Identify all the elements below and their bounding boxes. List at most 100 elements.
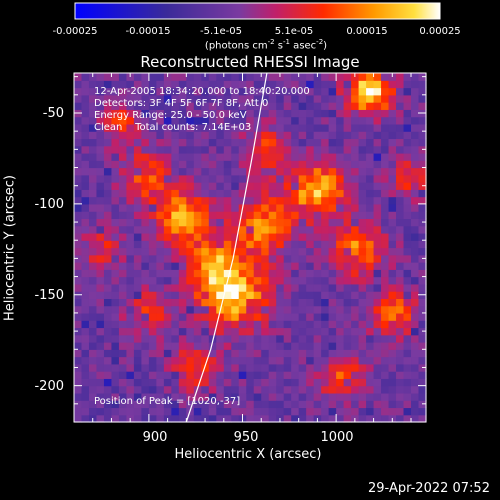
heatmap-cell: [366, 218, 375, 227]
heatmap-cell: [223, 123, 232, 132]
heatmap-cell: [133, 363, 142, 372]
heatmap-cell: [276, 342, 285, 350]
heatmap-cell: [276, 94, 285, 103]
heatmap-cell: [418, 378, 427, 387]
heatmap-cell: [96, 123, 105, 132]
heatmap-cell: [283, 334, 292, 343]
heatmap-cell: [126, 342, 135, 350]
heatmap-cell: [238, 269, 247, 278]
heatmap-cell: [178, 240, 187, 249]
heatmap-cell: [178, 342, 187, 350]
heatmap-cell: [171, 320, 180, 329]
heatmap-cell: [328, 131, 337, 140]
heatmap-cell: [118, 203, 128, 212]
heatmap-cell: [111, 400, 120, 409]
heatmap-cell: [193, 218, 202, 227]
heatmap-cell: [388, 131, 397, 140]
heatmap-cell: [321, 73, 330, 81]
heatmap-cell: [246, 247, 255, 256]
heatmap-cell: [253, 342, 262, 350]
heatmap-cell: [156, 80, 165, 89]
heatmap-cell: [291, 218, 300, 227]
heatmap-cell: [321, 262, 330, 270]
heatmap-cell: [396, 363, 405, 372]
heatmap-cell: [411, 363, 420, 372]
heatmap-cell: [223, 80, 232, 89]
heatmap-cell: [133, 414, 142, 423]
heatmap-cell: [351, 342, 360, 350]
heatmap-cell: [208, 320, 217, 329]
heatmap-cell: [96, 94, 105, 103]
heatmap-cell: [163, 254, 172, 263]
heatmap-cell: [156, 342, 165, 350]
heatmap-cell: [96, 356, 105, 365]
heatmap-cell: [411, 87, 420, 96]
heatmap-cell: [88, 109, 98, 118]
heatmap-cell: [328, 218, 337, 227]
heatmap-cell: [246, 262, 255, 270]
heatmap-cell: [81, 87, 90, 96]
heatmap-cell: [328, 371, 337, 379]
heatmap-cell: [74, 342, 83, 350]
heatmap-cell: [351, 211, 360, 220]
heatmap-cell: [351, 247, 360, 256]
heatmap-cell: [411, 276, 420, 285]
heatmap-cell: [411, 145, 420, 154]
heatmap-cell: [201, 232, 210, 241]
heatmap-cell: [418, 276, 427, 285]
heatmap-cell: [306, 109, 315, 118]
heatmap-cell: [103, 342, 113, 350]
heatmap-cell: [201, 291, 210, 299]
heatmap-cell: [74, 363, 83, 372]
heatmap-cell: [351, 102, 360, 110]
heatmap-cell: [103, 196, 113, 205]
heatmap-cell: [81, 269, 90, 278]
heatmap-cell: [246, 232, 255, 241]
heatmap-cell: [156, 298, 165, 307]
heatmap-cell: [313, 138, 322, 147]
heatmap-cell: [343, 116, 352, 125]
heatmap-cell: [411, 356, 420, 365]
heatmap-cell: [193, 87, 202, 96]
heatmap-cell: [373, 73, 382, 81]
heatmap-cell: [276, 182, 285, 190]
heatmap-cell: [88, 174, 98, 183]
heatmap-cell: [321, 218, 330, 227]
heatmap-cell: [103, 189, 113, 198]
heatmap-cell: [171, 145, 180, 154]
heatmap-cell: [396, 109, 405, 118]
heatmap-cell: [126, 327, 135, 336]
heatmap-cell: [171, 109, 180, 118]
heatmap-cell: [103, 203, 113, 212]
heatmap-cell: [171, 73, 180, 81]
heatmap-cell: [276, 80, 285, 89]
heatmap-cell: [148, 363, 157, 372]
heatmap-cell: [74, 138, 83, 147]
heatmap-cell: [291, 276, 300, 285]
heatmap-cell: [396, 138, 405, 147]
heatmap-cell: [366, 73, 375, 81]
heatmap-cell: [74, 116, 83, 125]
heatmap-cell: [163, 371, 172, 379]
heatmap-cell: [396, 407, 405, 416]
heatmap-cell: [118, 218, 128, 227]
heatmap-cell: [328, 283, 337, 292]
heatmap-cell: [178, 262, 187, 270]
heatmap-cell: [126, 385, 135, 394]
heatmap-cell: [148, 189, 157, 198]
heatmap-cell: [358, 254, 367, 263]
heatmap-cell: [133, 160, 142, 169]
heatmap-cell: [343, 73, 352, 81]
heatmap-cell: [178, 152, 187, 161]
heatmap-cell: [358, 189, 367, 198]
heatmap-cell: [358, 87, 367, 96]
heatmap-cell: [321, 232, 330, 241]
heatmap-cell: [261, 414, 270, 423]
heatmap-cell: [283, 94, 292, 103]
heatmap-cell: [156, 414, 165, 423]
heatmap-cell: [216, 232, 225, 241]
heatmap-cell: [193, 291, 202, 299]
heatmap-cell: [366, 152, 375, 161]
colorbar-unit-label: (photons cm-2 s-1 asec-2): [204, 38, 328, 52]
heatmap-cell: [223, 203, 232, 212]
